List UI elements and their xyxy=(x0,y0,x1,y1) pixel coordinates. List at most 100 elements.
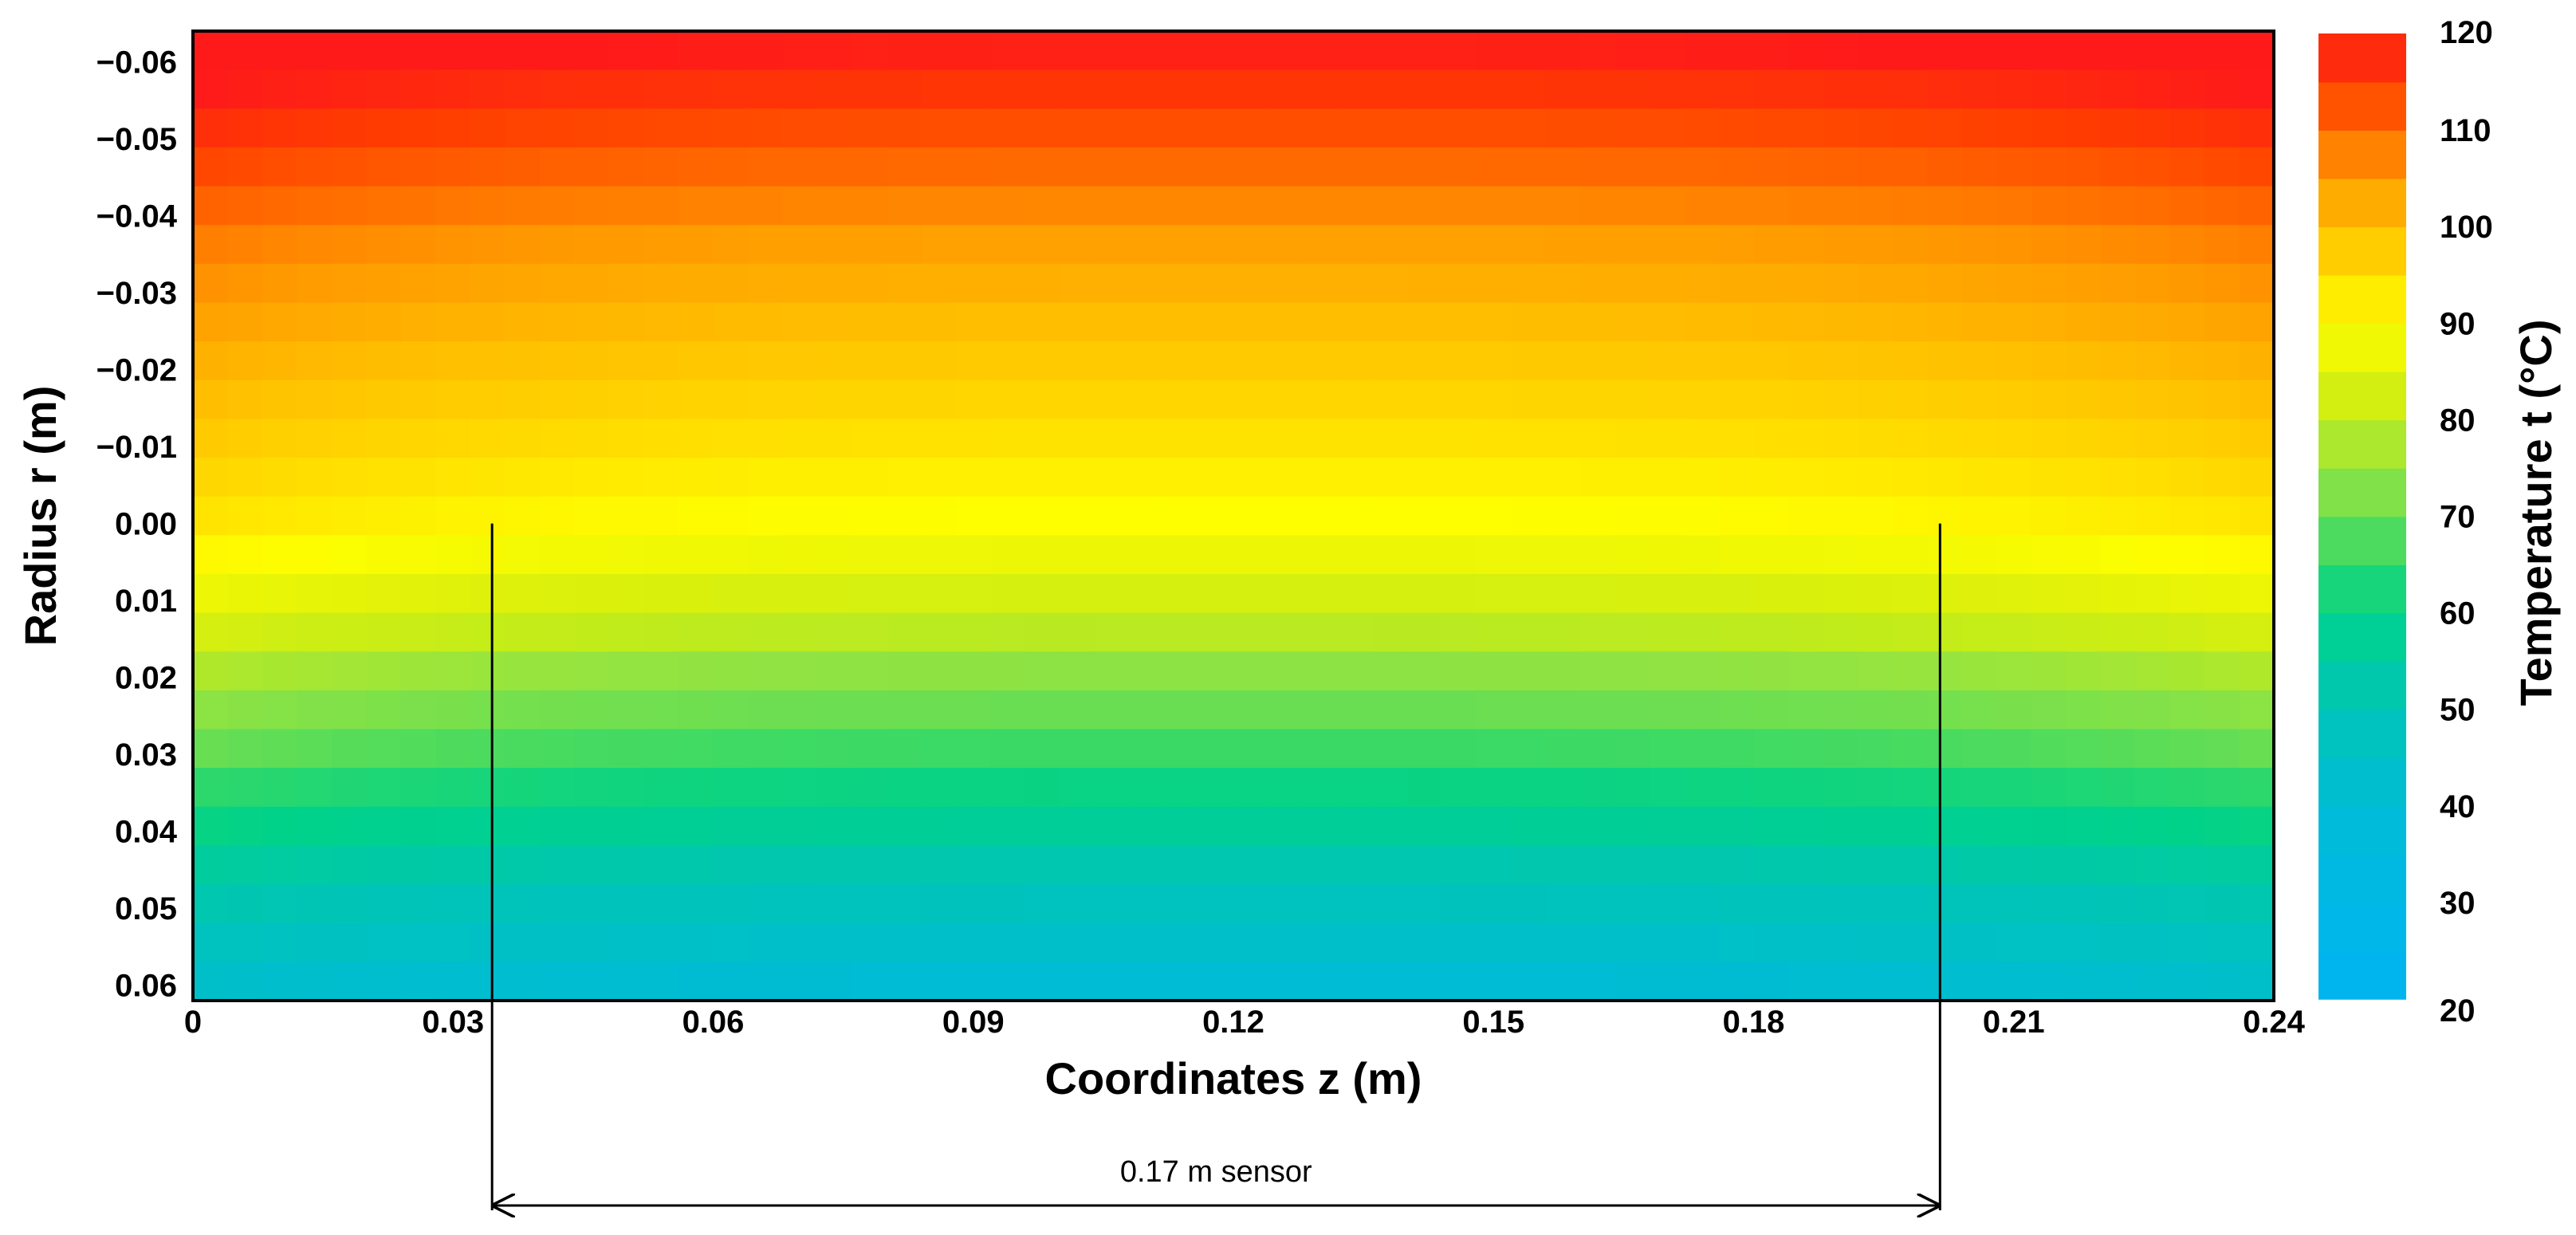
heatmap-cell xyxy=(1650,31,1685,71)
heatmap-cell xyxy=(1095,496,1131,537)
x-tick-label: 0.09 xyxy=(942,1005,1005,1040)
heatmap-cell xyxy=(1233,225,1269,265)
heatmap-cell xyxy=(2169,496,2205,537)
y-tick-label: 0.01 xyxy=(115,584,177,619)
heatmap-cell xyxy=(401,225,437,265)
heatmap-cell xyxy=(401,884,437,924)
heatmap-cell xyxy=(332,690,368,730)
heatmap-cell xyxy=(851,419,887,458)
heatmap-cell xyxy=(1858,263,1894,304)
heatmap-cell xyxy=(435,535,471,575)
heatmap-cell xyxy=(574,458,610,498)
heatmap-cell xyxy=(1441,612,1477,653)
heatmap-cell xyxy=(1545,535,1581,575)
heatmap-cell xyxy=(262,108,298,148)
heatmap-cell xyxy=(2031,458,2067,498)
heatmap-cell xyxy=(1060,729,1095,769)
heatmap-cell xyxy=(2239,884,2275,924)
heatmap-cell xyxy=(574,922,610,963)
heatmap-cell xyxy=(1511,962,1547,1001)
heatmap-cell xyxy=(297,108,332,148)
heatmap-cell xyxy=(2066,225,2102,265)
heatmap-cell xyxy=(435,69,471,110)
heatmap-cell xyxy=(2066,108,2102,148)
heatmap-cell xyxy=(1511,341,1547,381)
heatmap-cell xyxy=(1753,845,1789,885)
heatmap-cell xyxy=(887,263,922,304)
heatmap-cell xyxy=(1441,729,1477,769)
heatmap-cell xyxy=(435,962,471,1001)
heatmap-cell xyxy=(748,962,784,1001)
heatmap-cell xyxy=(1025,263,1061,304)
heatmap-cell xyxy=(887,380,922,420)
heatmap-cell xyxy=(1580,147,1616,187)
heatmap-cell xyxy=(1164,225,1200,265)
heatmap-cell xyxy=(990,845,1026,885)
heatmap-cell xyxy=(470,690,506,730)
heatmap-cell xyxy=(2239,651,2275,691)
heatmap-cell xyxy=(1233,186,1269,226)
heatmap-cell xyxy=(2204,419,2240,458)
heatmap-cell xyxy=(332,884,368,924)
heatmap-cell xyxy=(2204,922,2240,963)
heatmap-cell xyxy=(1060,302,1095,342)
heatmap-cell xyxy=(817,225,853,265)
heatmap-cell xyxy=(1511,535,1547,575)
heatmap-cell xyxy=(1406,845,1442,885)
heatmap-cell xyxy=(1545,31,1581,71)
heatmap-cell xyxy=(1129,651,1165,691)
heatmap-cell xyxy=(921,147,957,187)
heatmap-cell xyxy=(262,69,298,110)
heatmap-cell xyxy=(713,341,749,381)
heatmap-cell xyxy=(227,263,263,304)
heatmap-cell xyxy=(1753,380,1789,420)
heatmap-cell xyxy=(956,108,992,148)
heatmap-cell xyxy=(1095,302,1131,342)
heatmap-cell xyxy=(2135,612,2171,653)
heatmap-cell xyxy=(2066,186,2102,226)
heatmap-cell xyxy=(262,535,298,575)
colorbar-segment xyxy=(2318,805,2406,855)
heatmap-cell xyxy=(609,884,645,924)
colorbar-tick-label: 70 xyxy=(2440,500,2476,535)
heatmap-cell xyxy=(1129,922,1165,963)
heatmap-cell xyxy=(1337,380,1373,420)
heatmap-cell xyxy=(1858,535,1894,575)
heatmap-cell xyxy=(2239,31,2275,71)
heatmap-cell xyxy=(1025,612,1061,653)
heatmap-cell xyxy=(227,69,263,110)
heatmap-cell xyxy=(2169,341,2205,381)
heatmap-cell xyxy=(1858,651,1894,691)
heatmap-cell xyxy=(1198,845,1234,885)
heatmap-cell xyxy=(1337,651,1373,691)
heatmap-cell xyxy=(678,69,714,110)
heatmap-cell xyxy=(1614,302,1650,342)
heatmap-cell xyxy=(1511,186,1547,226)
heatmap-cell xyxy=(1719,147,1755,187)
heatmap-cell xyxy=(1476,302,1512,342)
heatmap-cell xyxy=(748,884,784,924)
heatmap-cell xyxy=(1545,302,1581,342)
heatmap-cell xyxy=(1788,535,1824,575)
heatmap-cell xyxy=(1268,535,1304,575)
y-tick-label: 0.03 xyxy=(115,737,177,773)
heatmap-cell xyxy=(1164,768,1200,808)
colorbar-segment xyxy=(2318,467,2406,517)
heatmap-cell xyxy=(1268,419,1304,458)
heatmap-cell xyxy=(2239,962,2275,1001)
colorbar-segment xyxy=(2318,323,2406,372)
heatmap-cell xyxy=(227,651,263,691)
heatmap-cell xyxy=(782,380,818,420)
heatmap-cell xyxy=(1233,69,1269,110)
heatmap-cell xyxy=(574,380,610,420)
heatmap-cell xyxy=(956,535,992,575)
heatmap-cell xyxy=(2100,341,2136,381)
heatmap-cell xyxy=(435,31,471,71)
heatmap-cell xyxy=(2239,806,2275,847)
y-tick-label: 0.05 xyxy=(115,891,177,926)
heatmap-cell xyxy=(609,729,645,769)
heatmap-cell xyxy=(401,535,437,575)
heatmap-cell xyxy=(2239,341,2275,381)
heatmap-cell xyxy=(1719,962,1755,1001)
heatmap-cell xyxy=(1788,922,1824,963)
